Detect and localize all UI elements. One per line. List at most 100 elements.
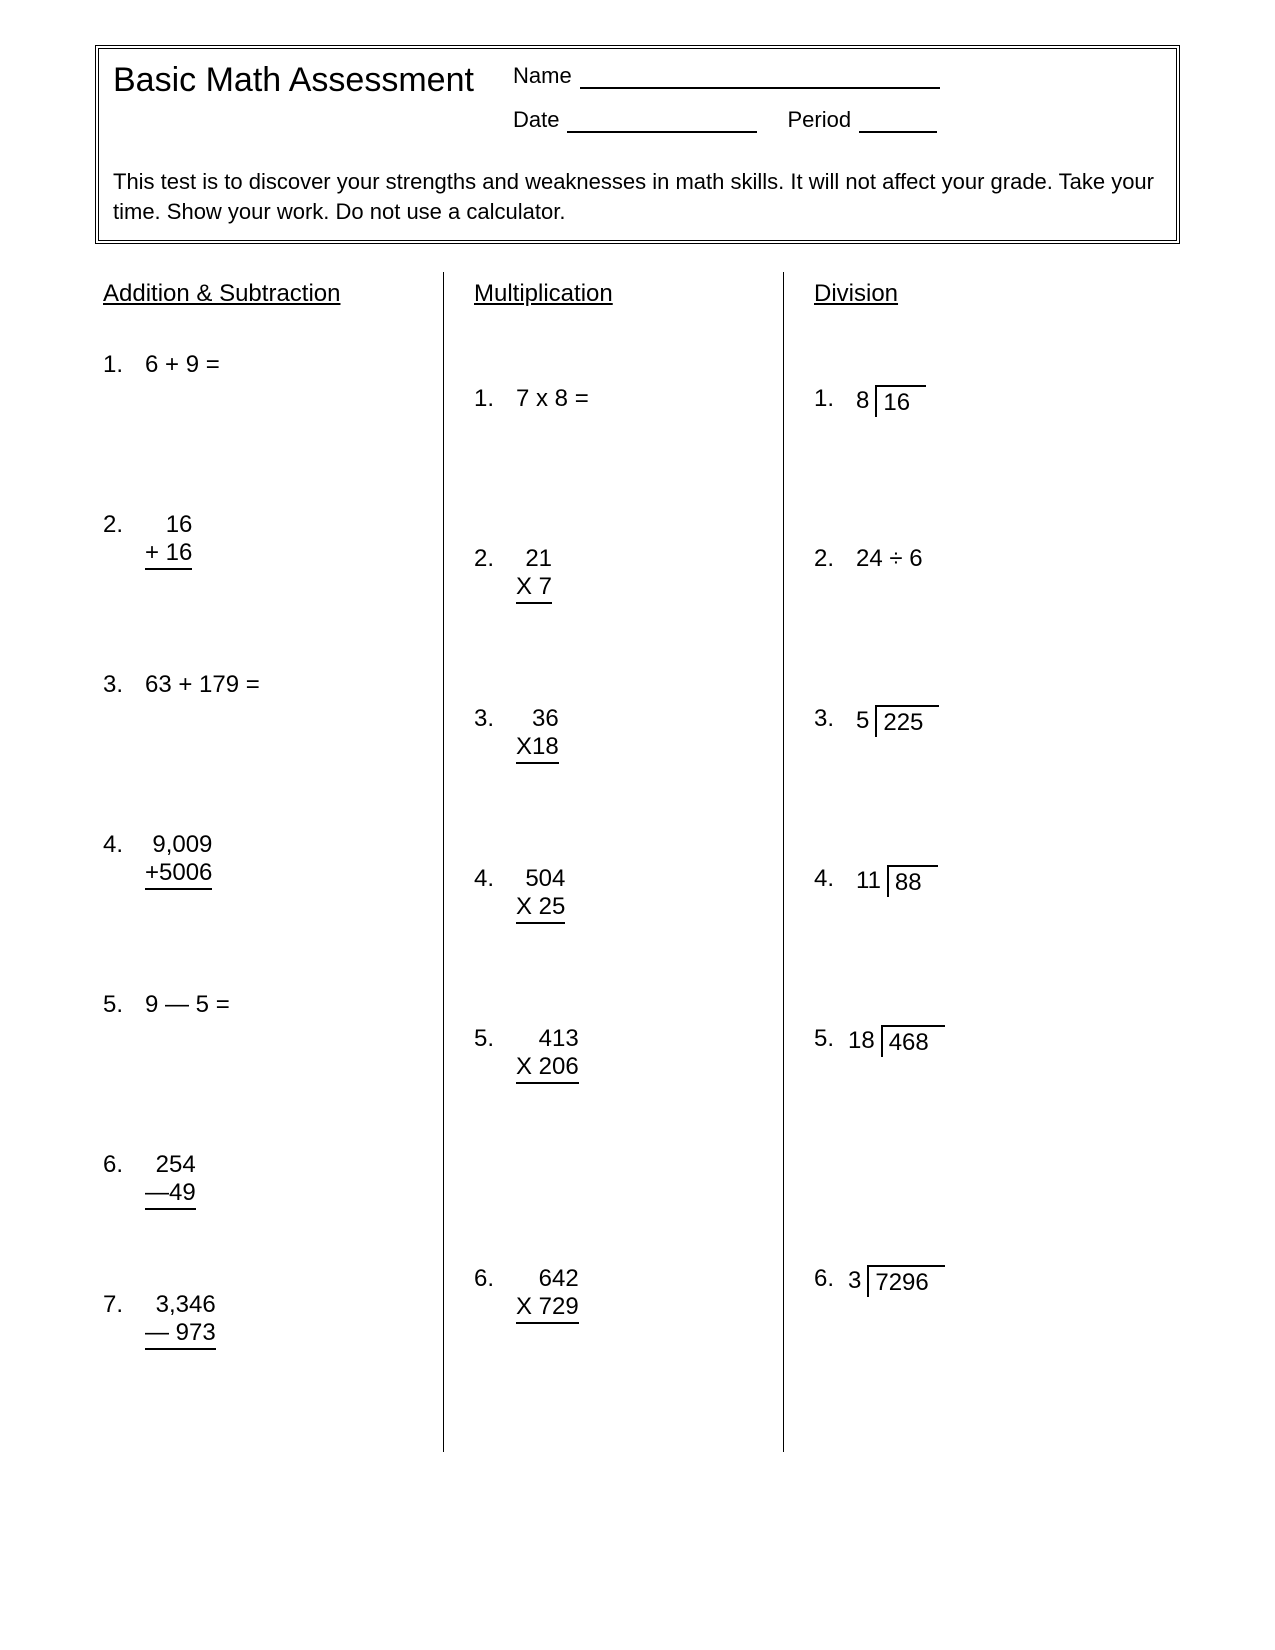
problem-body: 24 ÷ 6	[856, 545, 1123, 573]
problem-body: 36 X18	[516, 705, 763, 764]
addsub-problem-7: 7. 3,346 — 973	[103, 1291, 423, 1391]
stack-top: 21	[516, 545, 552, 573]
problem-number: 2.	[814, 545, 856, 573]
problem-body: 3,346 — 973	[145, 1291, 423, 1350]
div-problem-2: 2. 24 ÷ 6	[814, 545, 1123, 645]
problem-number: 2.	[474, 545, 516, 573]
div-problem-3: 3. 5 225	[814, 705, 1123, 805]
instructions-text: This test is to discover your strengths …	[113, 167, 1162, 226]
stack-bottom: X 7	[516, 573, 552, 604]
period-blank[interactable]	[859, 113, 937, 133]
problem-columns: Addition & Subtraction 1. 6 + 9 = 2. 16 …	[95, 272, 1180, 1452]
problem-number: 3.	[103, 671, 145, 699]
stack-bottom: X 729	[516, 1293, 579, 1324]
problem-number: 4.	[103, 831, 145, 859]
problem-body: 5 225	[856, 705, 1123, 737]
mult-problem-3: 3. 36 X18	[474, 705, 763, 805]
stack-top: 504	[516, 865, 565, 893]
stack-top: 642	[516, 1265, 579, 1293]
mult-problem-4: 4. 504 X 25	[474, 865, 763, 965]
problem-body: 7 x 8 =	[516, 385, 763, 413]
problem-number: 5.	[814, 1025, 848, 1053]
dividend: 225	[875, 705, 929, 737]
div-problem-1: 1. 8 16	[814, 385, 1123, 485]
stack-top: 9,009	[145, 831, 212, 859]
dividend: 7296	[867, 1265, 934, 1297]
stack-bottom: X 25	[516, 893, 565, 924]
header-box: Basic Math Assessment Name Date Period T…	[95, 45, 1180, 244]
stack-bottom: —49	[145, 1179, 196, 1210]
section-heading-addsub: Addition & Subtraction	[103, 278, 423, 310]
problem-number: 7.	[103, 1291, 145, 1319]
name-field-row: Name	[513, 63, 1162, 89]
problem-body: 642 X 729	[516, 1265, 763, 1324]
mult-problem-2: 2. 21 X 7	[474, 545, 763, 645]
divisor: 11	[856, 865, 887, 895]
problem-body: 254 —49	[145, 1151, 423, 1210]
date-blank[interactable]	[567, 113, 757, 133]
problem-body: 8 16	[856, 385, 1123, 417]
stack-bottom: + 16	[145, 539, 192, 570]
problem-body: 21 X 7	[516, 545, 763, 604]
div-problem-5: 5. 18 468	[814, 1025, 1123, 1125]
problem-number: 6.	[814, 1265, 848, 1293]
column-addition-subtraction: Addition & Subtraction 1. 6 + 9 = 2. 16 …	[103, 272, 443, 1452]
divisor: 8	[856, 385, 875, 415]
problem-body: 16 + 16	[145, 511, 423, 570]
problem-number: 3.	[474, 705, 516, 733]
problem-body: 63 + 179 =	[145, 671, 423, 699]
problem-number: 4.	[474, 865, 516, 893]
problem-body: 6 + 9 =	[145, 351, 423, 379]
name-blank[interactable]	[580, 69, 940, 89]
dividend: 16	[875, 385, 916, 417]
name-label: Name	[513, 63, 572, 89]
divisor: 5	[856, 705, 875, 735]
problem-body: 18 468	[848, 1025, 1123, 1057]
problem-number: 1.	[474, 385, 516, 413]
problem-number: 3.	[814, 705, 856, 733]
addsub-problem-2: 2. 16 + 16	[103, 511, 423, 611]
period-label: Period	[787, 107, 851, 133]
date-period-row: Date Period	[513, 107, 1162, 133]
mult-problem-5: 5. 413 X 206	[474, 1025, 763, 1125]
column-division: Division 1. 8 16 2. 24 ÷ 6 3. 5	[783, 272, 1123, 1452]
stack-top: 36	[516, 705, 559, 733]
problem-number: 1.	[103, 351, 145, 379]
divisor: 18	[848, 1025, 881, 1055]
column-multiplication: Multiplication 1. 7 x 8 = 2. 21 X 7 3.	[443, 272, 783, 1452]
stack-bottom: +5006	[145, 859, 212, 890]
stack-top: 16	[145, 511, 192, 539]
header-top-row: Basic Math Assessment Name Date Period	[113, 61, 1162, 151]
addsub-problem-3: 3. 63 + 179 =	[103, 671, 423, 771]
stack-top: 254	[145, 1151, 196, 1179]
problem-body: 9,009 +5006	[145, 831, 423, 890]
problem-number: 6.	[474, 1265, 516, 1293]
problem-body: 9 — 5 =	[145, 991, 423, 1019]
stack-bottom: X 206	[516, 1053, 579, 1084]
div-problem-6: 6. 3 7296	[814, 1265, 1123, 1365]
mult-problem-1: 1. 7 x 8 =	[474, 385, 763, 485]
problem-number: 6.	[103, 1151, 145, 1179]
addsub-problem-5: 5. 9 — 5 =	[103, 991, 423, 1091]
problem-body: 504 X 25	[516, 865, 763, 924]
problem-number: 5.	[103, 991, 145, 1019]
divisor: 3	[848, 1265, 867, 1295]
stack-bottom: — 973	[145, 1319, 216, 1350]
section-heading-mult: Multiplication	[474, 278, 763, 310]
addsub-problem-1: 1. 6 + 9 =	[103, 351, 423, 451]
problem-number: 2.	[103, 511, 145, 539]
problem-body: 3 7296	[848, 1265, 1123, 1297]
stack-top: 3,346	[145, 1291, 216, 1319]
dividend: 88	[887, 865, 928, 897]
problem-body: 11 88	[856, 865, 1123, 897]
problem-number: 4.	[814, 865, 856, 893]
student-fields: Name Date Period	[513, 61, 1162, 151]
section-heading-div: Division	[814, 278, 1123, 310]
problem-number: 1.	[814, 385, 856, 413]
mult-problem-6: 6. 642 X 729	[474, 1265, 763, 1365]
worksheet-page: Basic Math Assessment Name Date Period T…	[0, 0, 1275, 1650]
problem-number: 5.	[474, 1025, 516, 1053]
stack-top: 413	[516, 1025, 579, 1053]
dividend: 468	[881, 1025, 935, 1057]
addsub-problem-4: 4. 9,009 +5006	[103, 831, 423, 931]
